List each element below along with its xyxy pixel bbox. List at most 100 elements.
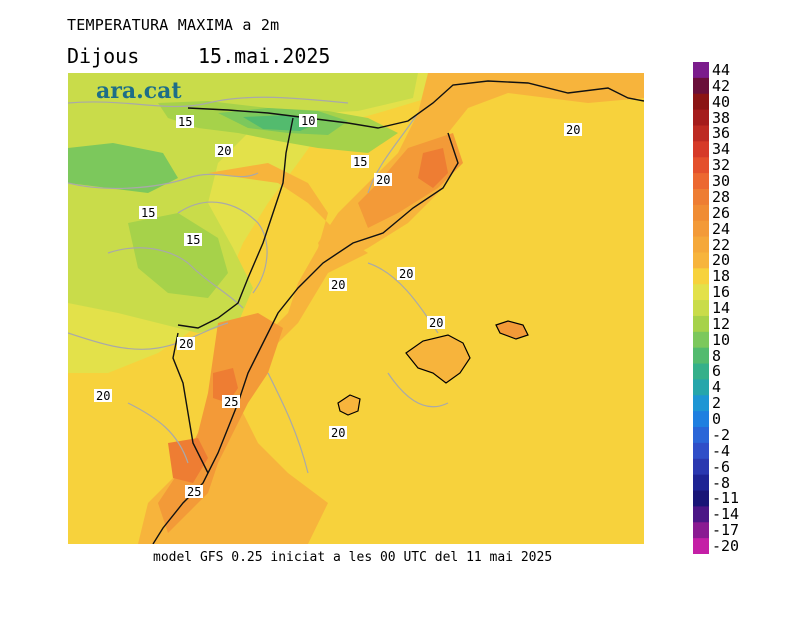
colorbar-tick-label: 6 bbox=[712, 362, 722, 381]
svg-text:15: 15 bbox=[178, 115, 192, 129]
colorbar-tick-label: 16 bbox=[712, 283, 731, 302]
menorca-island bbox=[495, 320, 529, 340]
colorbar-segment bbox=[693, 284, 709, 301]
colorbar-tick-label: -17 bbox=[712, 521, 740, 540]
temperature-colorbar bbox=[693, 62, 709, 554]
svg-text:20: 20 bbox=[399, 267, 413, 281]
colorbar-tick-label: -8 bbox=[712, 473, 731, 492]
colorbar-tick-label: -2 bbox=[712, 425, 731, 444]
svg-text:20: 20 bbox=[179, 337, 193, 351]
model-run-footer: model GFS 0.25 iniciat a les 00 UTC del … bbox=[153, 550, 553, 565]
colorbar-tick-label: 18 bbox=[712, 267, 731, 286]
svg-text:20: 20 bbox=[96, 389, 110, 403]
isotherm-label: 20 bbox=[374, 173, 392, 187]
isotherm-label: 15 bbox=[351, 155, 369, 169]
svg-text:20: 20 bbox=[429, 316, 443, 330]
colorbar-segment bbox=[693, 62, 709, 79]
colorbar-segment bbox=[693, 93, 709, 111]
colorbar-segment bbox=[693, 77, 709, 95]
colorbar-tick-label: 42 bbox=[712, 76, 731, 95]
colorbar-tick-label: 22 bbox=[712, 235, 731, 254]
colorbar-tick-label: 30 bbox=[712, 172, 731, 191]
svg-text:25: 25 bbox=[224, 395, 238, 409]
isotherm-label: 10 bbox=[299, 114, 317, 128]
colorbar-segment bbox=[693, 188, 709, 206]
colorbar-segment bbox=[693, 427, 709, 444]
isotherm-label: 25 bbox=[185, 485, 203, 499]
colorbar-segment bbox=[693, 109, 709, 126]
colorbar-segment bbox=[693, 157, 709, 174]
colorbar-segment bbox=[693, 506, 709, 523]
colorbar-tick-label: 2 bbox=[712, 394, 722, 413]
colorbar-segment bbox=[693, 315, 709, 333]
colorbar-tick-label: 14 bbox=[712, 299, 731, 317]
colorbar-tick-label: -4 bbox=[712, 441, 731, 460]
colorbar-tick-label: 38 bbox=[712, 108, 731, 127]
colorbar-segment bbox=[693, 204, 709, 222]
colorbar-segment bbox=[693, 442, 709, 460]
colorbar-segment bbox=[693, 125, 709, 142]
svg-text:15: 15 bbox=[141, 206, 155, 220]
isotherm-label: 20 bbox=[94, 389, 112, 403]
colorbar-tick-label: 44 bbox=[712, 60, 731, 79]
colorbar-segment bbox=[693, 220, 709, 238]
colorbar-segment bbox=[693, 236, 709, 253]
svg-text:10: 10 bbox=[301, 114, 315, 128]
colorbar-segment bbox=[693, 347, 709, 365]
svg-text:15: 15 bbox=[186, 233, 200, 247]
forecast-date: 15.mai.2025 bbox=[198, 44, 331, 68]
temperature-map: 15 10 20 15 20 15 15 20 20 20 20 25 20 2… bbox=[68, 73, 644, 544]
isotherm-label: 15 bbox=[176, 115, 194, 129]
isotherm-label: 20 bbox=[427, 316, 445, 330]
isotherm-label: 15 bbox=[184, 233, 202, 247]
svg-text:20: 20 bbox=[331, 426, 345, 440]
colorbar-tick-label: 34 bbox=[712, 140, 731, 159]
svg-text:15: 15 bbox=[353, 155, 367, 169]
colorbar-segment bbox=[693, 300, 709, 317]
isotherm-value-labels: 15 10 20 15 20 15 15 20 20 20 20 25 20 2… bbox=[94, 114, 582, 499]
ibiza-island bbox=[337, 394, 361, 416]
svg-text:20: 20 bbox=[217, 144, 231, 158]
interior-hot-spot-zone bbox=[213, 368, 238, 403]
colorbar-segment bbox=[693, 458, 709, 476]
isotherm-label: 20 bbox=[329, 426, 347, 440]
meseta-cold-zone bbox=[68, 143, 178, 193]
aracat-logo: ara.cat bbox=[96, 78, 182, 104]
colorbar-tick-label: 8 bbox=[712, 346, 722, 365]
isotherm-label: 20 bbox=[397, 267, 415, 281]
colorbar-tick-label: -11 bbox=[712, 489, 740, 508]
mallorca-island bbox=[405, 334, 471, 384]
colorbar-tick-label: -20 bbox=[712, 537, 740, 556]
colorbar-segment bbox=[693, 379, 709, 396]
colorbar-segment bbox=[693, 538, 709, 554]
colorbar-tick-label: 36 bbox=[712, 124, 731, 143]
colorbar-segments bbox=[693, 62, 709, 554]
svg-text:20: 20 bbox=[376, 173, 390, 187]
colorbar-tick-label: 20 bbox=[712, 251, 731, 270]
colorbar-tick-label: 28 bbox=[712, 187, 731, 206]
colorbar-tick-label: 24 bbox=[712, 219, 731, 238]
colorbar-segment bbox=[693, 395, 709, 412]
svg-text:20: 20 bbox=[331, 278, 345, 292]
colorbar-tick-label: -14 bbox=[712, 505, 740, 524]
south-hot-spot-zone bbox=[168, 438, 208, 483]
isotherm-label: 25 bbox=[222, 395, 240, 409]
colorbar-segment bbox=[693, 363, 709, 380]
isotherm-label: 20 bbox=[564, 123, 582, 137]
colorbar-tick-label: 32 bbox=[712, 156, 731, 175]
isotherm-label: 20 bbox=[215, 144, 233, 158]
colorbar-segment bbox=[693, 331, 709, 349]
colorbar-segment bbox=[693, 268, 709, 285]
colorbar-segment bbox=[693, 252, 709, 269]
isotherm-label: 20 bbox=[329, 278, 347, 292]
svg-text:25: 25 bbox=[187, 485, 201, 499]
forecast-day: Dijous bbox=[67, 44, 140, 68]
colorbar-segment bbox=[693, 522, 709, 539]
colorbar-segment bbox=[693, 141, 709, 158]
svg-text:20: 20 bbox=[566, 123, 580, 137]
colorbar-segment bbox=[693, 411, 709, 428]
chart-title: TEMPERATURA MAXIMA a 2m bbox=[67, 16, 280, 34]
isotherm-label: 15 bbox=[139, 206, 157, 220]
colorbar-tick-label: 12 bbox=[712, 314, 731, 333]
northeast-hot-spot-zone bbox=[418, 148, 448, 188]
